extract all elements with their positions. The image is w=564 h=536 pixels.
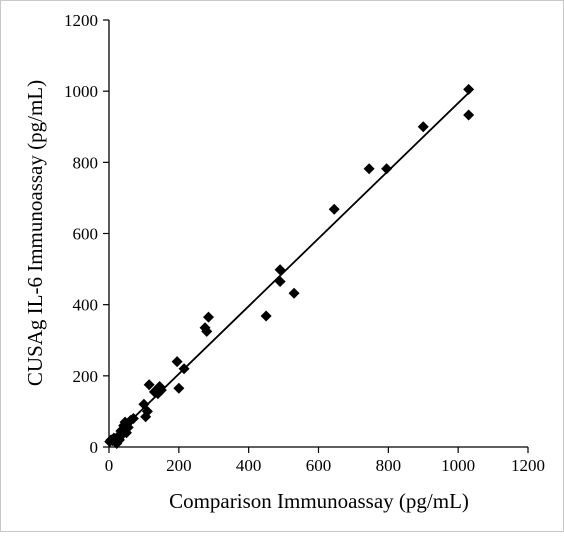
x-tick-label: 600 [306, 456, 332, 475]
data-point [328, 203, 340, 215]
x-tick-label: 800 [376, 456, 402, 475]
data-point [141, 405, 153, 417]
data-point [127, 413, 139, 425]
x-tick-label: 400 [236, 456, 262, 475]
data-point [274, 276, 286, 288]
data-point [381, 163, 393, 175]
x-tick-label: 0 [105, 456, 114, 475]
y-tick-label: 1000 [64, 82, 98, 101]
y-tick-label: 0 [90, 438, 99, 457]
data-point [260, 310, 272, 322]
y-tick-label: 600 [73, 225, 99, 244]
y-tick-label: 800 [73, 153, 99, 172]
data-point [201, 325, 213, 337]
x-tick-label: 1200 [511, 456, 545, 475]
data-point [171, 356, 183, 368]
x-axis-label: Comparison Immunoassay (pg/mL) [169, 489, 469, 513]
data-point [274, 264, 286, 276]
x-tick-label: 200 [166, 456, 192, 475]
data-point [173, 382, 185, 394]
x-tick-label: 1000 [441, 456, 475, 475]
data-point [143, 379, 155, 391]
trendline [108, 90, 472, 443]
y-tick-label: 1200 [64, 11, 98, 30]
data-point [463, 109, 475, 121]
data-point [288, 287, 300, 299]
data-point [463, 83, 475, 95]
data-point [203, 311, 215, 323]
data-point [417, 121, 429, 133]
chart-axes: 0 200 400 600 800 1000 1200 0 200 400 600 800 1000 12… [64, 11, 545, 475]
y-axis-label: CUSAg IL-6 Immunoassay (pg/mL) [23, 80, 47, 386]
y-tick-label: 400 [73, 296, 99, 315]
data-point [178, 363, 190, 375]
data-point [155, 384, 167, 396]
y-tick-label: 200 [73, 367, 99, 386]
data-point [363, 163, 375, 175]
chart-marks [104, 83, 475, 449]
